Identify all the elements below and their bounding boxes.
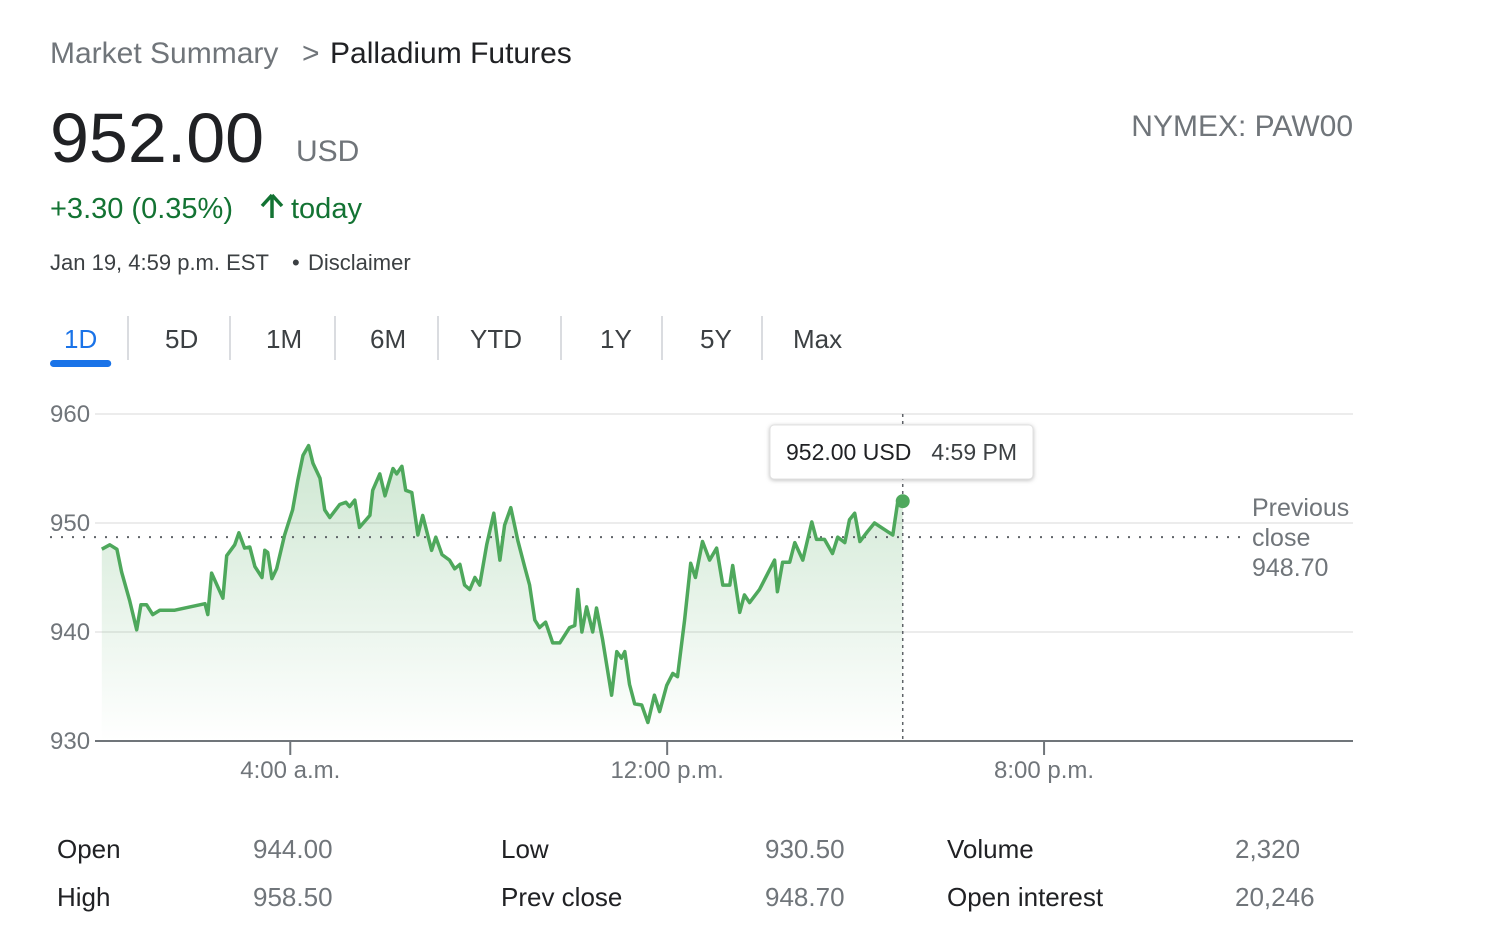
price: 952.00 (50, 99, 264, 177)
y-tick-label: 940 (50, 619, 90, 646)
stat-value: 944.00 (253, 834, 333, 864)
stat-label: Open (57, 834, 121, 864)
previous-close-text: Previous close 948.70 (1252, 493, 1372, 583)
tooltip-price: 952.00 USD (786, 439, 911, 465)
x-tick-label: 4:00 a.m. (240, 757, 340, 784)
previous-close-name: Previous close (1252, 494, 1350, 552)
breadcrumb-root[interactable]: Market Summary (50, 37, 278, 70)
area-fill (101, 445, 903, 741)
breadcrumb-current: Palladium Futures (330, 37, 572, 70)
up-arrow (260, 193, 284, 218)
stat-label: Volume (947, 834, 1034, 864)
stat-label: Prev close (501, 882, 622, 912)
currency: USD (296, 135, 359, 168)
last-point (895, 494, 910, 509)
tooltip-time: 4:59 PM (931, 439, 1017, 465)
change-period: today (291, 193, 362, 225)
disclaimer-link[interactable]: Disclaimer (308, 250, 411, 275)
timestamp: Jan 19, 4:59 p.m. EST (50, 250, 269, 275)
range-tab[interactable]: 1D (64, 324, 97, 354)
price-line (100, 443, 904, 725)
stat-value: 930.50 (765, 834, 845, 864)
price-change: +3.30 (0.35%) (50, 193, 233, 225)
range-tab[interactable]: Max (793, 324, 842, 354)
range-tab[interactable]: 1Y (600, 324, 632, 354)
range-tab[interactable]: 6M (370, 324, 406, 354)
stat-value: 958.50 (253, 882, 333, 912)
breadcrumb-separator: > (302, 37, 320, 70)
stat-value: 20,246 (1235, 882, 1315, 912)
range-tab[interactable]: 5Y (700, 324, 732, 354)
x-tick-label: 12:00 p.m. (610, 757, 723, 784)
stat-value: 2,320 (1235, 834, 1300, 864)
stat-value: 948.70 (765, 882, 845, 912)
x-tick-label: 8:00 p.m. (994, 757, 1094, 784)
stat-label: High (57, 882, 110, 912)
tooltip-box (769, 424, 1034, 480)
previous-close-value: 948.70 (1252, 554, 1329, 582)
stat-label: Low (501, 834, 549, 864)
range-tab[interactable]: 1M (266, 324, 302, 354)
ticker: NYMEX: PAW00 (1131, 110, 1353, 143)
y-tick-label: 960 (50, 401, 90, 428)
range-tab[interactable]: 5D (165, 324, 198, 354)
stat-label: Open interest (947, 882, 1104, 912)
separator-dot: • (292, 250, 300, 275)
range-tab[interactable]: YTD (470, 324, 522, 354)
y-tick-label: 950 (50, 510, 90, 537)
selected-tab-indicator (50, 360, 112, 367)
y-tick-label: 930 (50, 728, 90, 755)
